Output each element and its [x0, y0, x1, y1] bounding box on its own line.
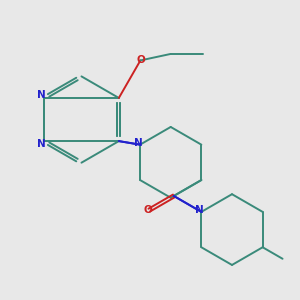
- Text: N: N: [37, 139, 46, 149]
- Text: N: N: [37, 90, 46, 100]
- Text: O: O: [143, 205, 152, 215]
- Text: O: O: [136, 56, 145, 65]
- Text: N: N: [134, 138, 142, 148]
- Text: N: N: [195, 205, 204, 215]
